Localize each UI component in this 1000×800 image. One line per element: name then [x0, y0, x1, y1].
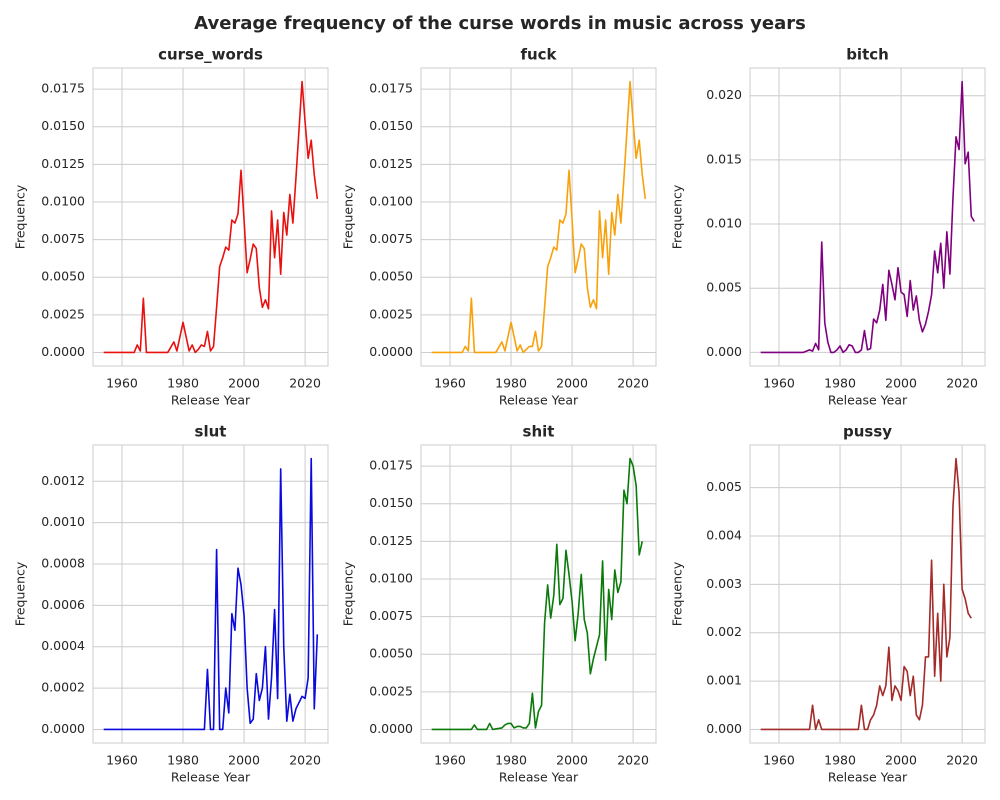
- y-tick-label: 0.0150: [369, 118, 413, 133]
- x-axis-label: Release Year: [499, 770, 579, 785]
- y-tick-label: 0.0100: [41, 193, 85, 208]
- data-line: [103, 80, 319, 354]
- data-line: [760, 457, 972, 731]
- y-axis-label: Frequency: [341, 184, 356, 249]
- y-tick-label: 0.003: [706, 576, 742, 591]
- x-tick-label: 1960: [106, 753, 138, 768]
- x-tick-label: 2020: [617, 376, 649, 391]
- y-tick-label: 0.002: [706, 624, 742, 639]
- y-tick-label: 0.004: [706, 527, 742, 542]
- subplot-title: slut: [195, 423, 227, 441]
- x-tick-label: 1960: [106, 376, 138, 391]
- y-axis-label: Frequency: [341, 561, 356, 626]
- y-tick-label: 0.0004: [41, 638, 85, 653]
- x-tick-label: 1960: [763, 376, 795, 391]
- y-tick-label: 0.0008: [41, 556, 85, 571]
- x-tick-label: 2000: [228, 753, 260, 768]
- data-line: [103, 457, 319, 731]
- y-tick-label: 0.0150: [41, 118, 85, 133]
- plot-frame: [420, 67, 657, 367]
- y-tick-label: 0.0050: [41, 269, 85, 284]
- y-tick-label: 0.0000: [41, 721, 85, 736]
- x-tick-label: 2020: [289, 376, 321, 391]
- x-tick-label: 2000: [885, 753, 917, 768]
- plot-frame: [92, 67, 329, 367]
- x-tick-label: 2020: [946, 376, 978, 391]
- y-tick-label: 0.0075: [369, 231, 413, 246]
- data-line: [431, 457, 644, 731]
- x-tick-label: 1980: [495, 753, 527, 768]
- subplot-title: curse_words: [158, 46, 263, 64]
- x-axis-label: Release Year: [499, 393, 579, 408]
- x-tick-label: 1980: [824, 376, 856, 391]
- y-tick-label: 0.0025: [369, 306, 413, 321]
- y-tick-label: 0.0175: [369, 458, 413, 473]
- x-tick-label: 1960: [434, 753, 466, 768]
- y-tick-label: 0.001: [706, 673, 742, 688]
- y-tick-label: 0.0125: [41, 156, 85, 171]
- y-tick-label: 0.010: [706, 216, 742, 231]
- y-axis-label: Frequency: [13, 184, 28, 249]
- y-tick-label: 0.0075: [369, 608, 413, 623]
- x-tick-label: 1980: [167, 753, 199, 768]
- plot-frame: [749, 67, 986, 367]
- x-tick-label: 2020: [946, 753, 978, 768]
- y-tick-label: 0.0025: [41, 306, 85, 321]
- y-tick-label: 0.0050: [369, 646, 413, 661]
- x-tick-label: 2000: [885, 376, 917, 391]
- x-axis-label: Release Year: [828, 393, 908, 408]
- y-tick-label: 0.0002: [41, 680, 85, 695]
- x-tick-label: 1960: [434, 376, 466, 391]
- y-tick-label: 0.015: [706, 151, 742, 166]
- y-tick-label: 0.020: [706, 87, 742, 102]
- x-tick-label: 2000: [228, 376, 260, 391]
- y-tick-label: 0.0150: [369, 495, 413, 510]
- subplot-title: shit: [523, 423, 555, 441]
- y-tick-label: 0.0125: [369, 533, 413, 548]
- y-tick-label: 0.000: [706, 721, 742, 736]
- plot-frame: [420, 444, 657, 744]
- x-tick-label: 1980: [495, 376, 527, 391]
- x-tick-label: 1980: [167, 376, 199, 391]
- y-tick-label: 0.0000: [369, 344, 413, 359]
- y-tick-label: 0.0075: [41, 231, 85, 246]
- figure-title: Average frequency of the curse words in …: [194, 13, 806, 34]
- y-tick-label: 0.0025: [369, 683, 413, 698]
- plot-frame: [92, 444, 329, 744]
- y-tick-label: 0.0125: [369, 156, 413, 171]
- x-axis-label: Release Year: [171, 770, 251, 785]
- subplot-title: fuck: [520, 46, 557, 64]
- plot-frame: [749, 444, 986, 744]
- data-line: [431, 80, 647, 354]
- x-tick-label: 2020: [289, 753, 321, 768]
- x-tick-label: 2020: [617, 753, 649, 768]
- x-tick-label: 1980: [824, 753, 856, 768]
- y-axis-label: Frequency: [670, 184, 685, 249]
- subplot-title: pussy: [843, 423, 892, 441]
- x-tick-label: 2000: [556, 753, 588, 768]
- y-tick-label: 0.005: [706, 479, 742, 494]
- x-axis-label: Release Year: [171, 393, 251, 408]
- y-tick-label: 0.0000: [369, 721, 413, 736]
- y-tick-label: 0.0100: [369, 570, 413, 585]
- y-tick-label: 0.0006: [41, 597, 85, 612]
- data-line: [760, 80, 976, 354]
- y-tick-label: 0.0010: [41, 514, 85, 529]
- subplot-title: bitch: [846, 46, 889, 64]
- y-tick-label: 0.005: [706, 280, 742, 295]
- y-tick-label: 0.0012: [41, 473, 85, 488]
- y-tick-label: 0.0050: [369, 269, 413, 284]
- x-axis-label: Release Year: [828, 770, 908, 785]
- x-tick-label: 2000: [556, 376, 588, 391]
- y-axis-label: Frequency: [670, 561, 685, 626]
- y-tick-label: 0.0100: [369, 193, 413, 208]
- y-tick-label: 0.0175: [41, 81, 85, 96]
- y-axis-label: Frequency: [13, 561, 28, 626]
- y-tick-label: 0.000: [706, 344, 742, 359]
- y-tick-label: 0.0175: [369, 81, 413, 96]
- y-tick-label: 0.0000: [41, 344, 85, 359]
- x-tick-label: 1960: [763, 753, 795, 768]
